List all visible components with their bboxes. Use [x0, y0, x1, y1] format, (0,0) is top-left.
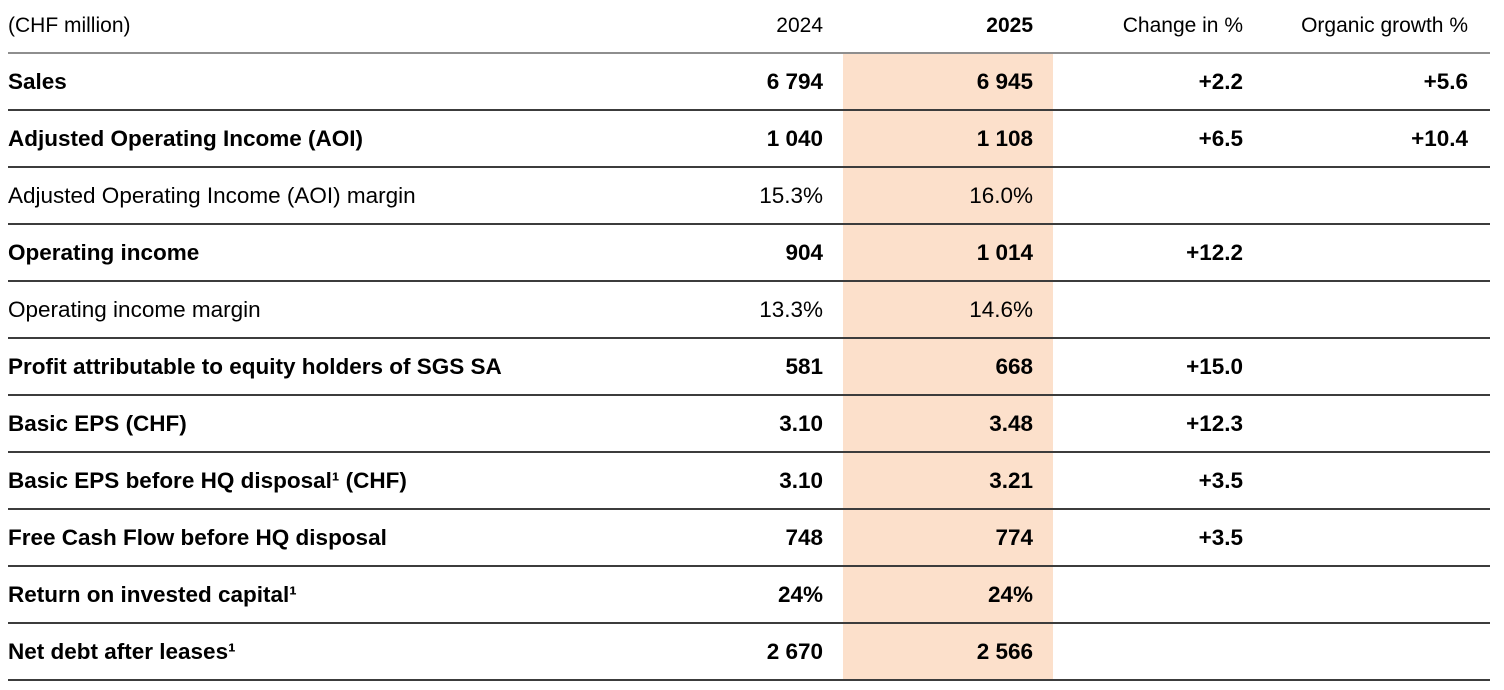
row-label: Sales	[8, 68, 67, 94]
value-2024: 3.10	[779, 467, 823, 493]
value-organic-growth	[1263, 452, 1490, 509]
value-2025: 774	[843, 509, 1053, 566]
column-header-2024: 2024	[658, 0, 843, 54]
column-header-organic-growth: Organic growth %	[1263, 0, 1490, 54]
table-row: Operating income 904 1 014 +12.2	[8, 224, 1490, 281]
value-change	[1053, 281, 1263, 338]
row-label: Net debt after leases¹	[8, 638, 236, 664]
table-row: Basic EPS (CHF) 3.10 3.48 +12.3	[8, 395, 1490, 452]
table-row: Return on invested capital¹ 24% 24%	[8, 566, 1490, 623]
row-label: Free Cash Flow before HQ disposal	[8, 524, 387, 550]
value-2025: 24%	[843, 566, 1053, 623]
row-label: Operating income	[8, 239, 200, 265]
value-2024: 3.10	[779, 410, 823, 436]
value-change: +2.2	[1198, 68, 1243, 94]
value-organic-growth	[1263, 167, 1490, 224]
value-change	[1053, 167, 1263, 224]
row-label: Adjusted Operating Income (AOI)	[8, 125, 364, 151]
value-organic-growth	[1263, 566, 1490, 623]
table-row: Profit attributable to equity holders of…	[8, 338, 1490, 395]
value-organic-growth: +10.4	[1411, 125, 1468, 151]
column-header-unit: (CHF million)	[8, 0, 658, 54]
value-change: +3.5	[1198, 524, 1243, 550]
row-label: Return on invested capital¹	[8, 581, 297, 607]
value-2024: 1 040	[766, 125, 823, 151]
value-2025: 3.48	[843, 395, 1053, 452]
row-label: Basic EPS before HQ disposal¹ (CHF)	[8, 467, 407, 493]
value-change: +6.5	[1198, 125, 1243, 151]
value-2024: 15.3%	[759, 182, 823, 208]
value-2024: 2 670	[766, 638, 823, 664]
table-body: Sales 6 794 6 945 +2.2 +5.6 Adjusted Operatin…	[8, 53, 1490, 680]
column-header-change: Change in %	[1053, 0, 1263, 54]
value-2024: 13.3%	[759, 296, 823, 322]
value-change: +15.0	[1186, 353, 1243, 379]
value-organic-growth	[1263, 281, 1490, 338]
value-2024: 6 794	[766, 68, 823, 94]
value-2025: 14.6%	[843, 281, 1053, 338]
table-row: Operating income margin 13.3% 14.6%	[8, 281, 1490, 338]
value-change: +12.2	[1186, 239, 1243, 265]
value-2025: 6 945	[843, 53, 1053, 110]
column-header-2025: 2025	[843, 0, 1053, 54]
value-organic-growth	[1263, 623, 1490, 680]
table-row: Adjusted Operating Income (AOI) 1 040 1 10…	[8, 110, 1490, 167]
value-organic-growth	[1263, 395, 1490, 452]
value-2025: 1 108	[843, 110, 1053, 167]
value-2025: 1 014	[843, 224, 1053, 281]
value-2024: 904	[785, 239, 823, 265]
value-organic-growth: +5.6	[1423, 68, 1468, 94]
value-change	[1053, 566, 1263, 623]
table-row: Sales 6 794 6 945 +2.2 +5.6	[8, 53, 1490, 110]
value-organic-growth	[1263, 509, 1490, 566]
value-2025: 16.0%	[843, 167, 1053, 224]
value-2025: 3.21	[843, 452, 1053, 509]
value-2025: 2 566	[843, 623, 1053, 680]
table-row: Free Cash Flow before HQ disposal 748 774 +…	[8, 509, 1490, 566]
value-change: +3.5	[1198, 467, 1243, 493]
value-2024: 24%	[777, 581, 823, 607]
financial-results-table: (CHF million) 2024 2025 Change in % Orga…	[8, 0, 1490, 681]
value-2024: 581	[785, 353, 823, 379]
value-organic-growth	[1263, 224, 1490, 281]
value-2024: 748	[785, 524, 823, 550]
table-row: Basic EPS before HQ disposal¹ (CHF) 3.10 3…	[8, 452, 1490, 509]
row-label: Basic EPS (CHF)	[8, 410, 187, 436]
row-label: Adjusted Operating Income (AOI) margin	[8, 182, 416, 208]
header-row: (CHF million) 2024 2025 Change in % Orga…	[8, 0, 1490, 54]
value-change	[1053, 623, 1263, 680]
value-2025: 668	[843, 338, 1053, 395]
table-row: Adjusted Operating Income (AOI) margin 15…	[8, 167, 1490, 224]
row-label: Operating income margin	[8, 296, 261, 322]
value-organic-growth	[1263, 338, 1490, 395]
table-row: Net debt after leases¹ 2 670 2 566	[8, 623, 1490, 680]
value-change: +12.3	[1186, 410, 1243, 436]
row-label: Profit attributable to equity holders of…	[8, 353, 502, 379]
